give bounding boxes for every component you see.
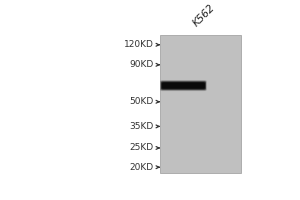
Text: 50KD: 50KD: [130, 97, 154, 106]
FancyBboxPatch shape: [161, 82, 206, 89]
FancyBboxPatch shape: [160, 80, 207, 91]
FancyBboxPatch shape: [161, 81, 206, 90]
FancyBboxPatch shape: [162, 83, 204, 88]
Text: 25KD: 25KD: [130, 143, 154, 152]
FancyBboxPatch shape: [160, 81, 206, 90]
Text: 20KD: 20KD: [130, 163, 154, 172]
Bar: [160, 35, 241, 173]
Text: 35KD: 35KD: [130, 122, 154, 131]
FancyBboxPatch shape: [162, 83, 205, 89]
Text: 90KD: 90KD: [130, 60, 154, 69]
Text: K562: K562: [191, 3, 217, 29]
Text: 120KD: 120KD: [124, 40, 154, 49]
